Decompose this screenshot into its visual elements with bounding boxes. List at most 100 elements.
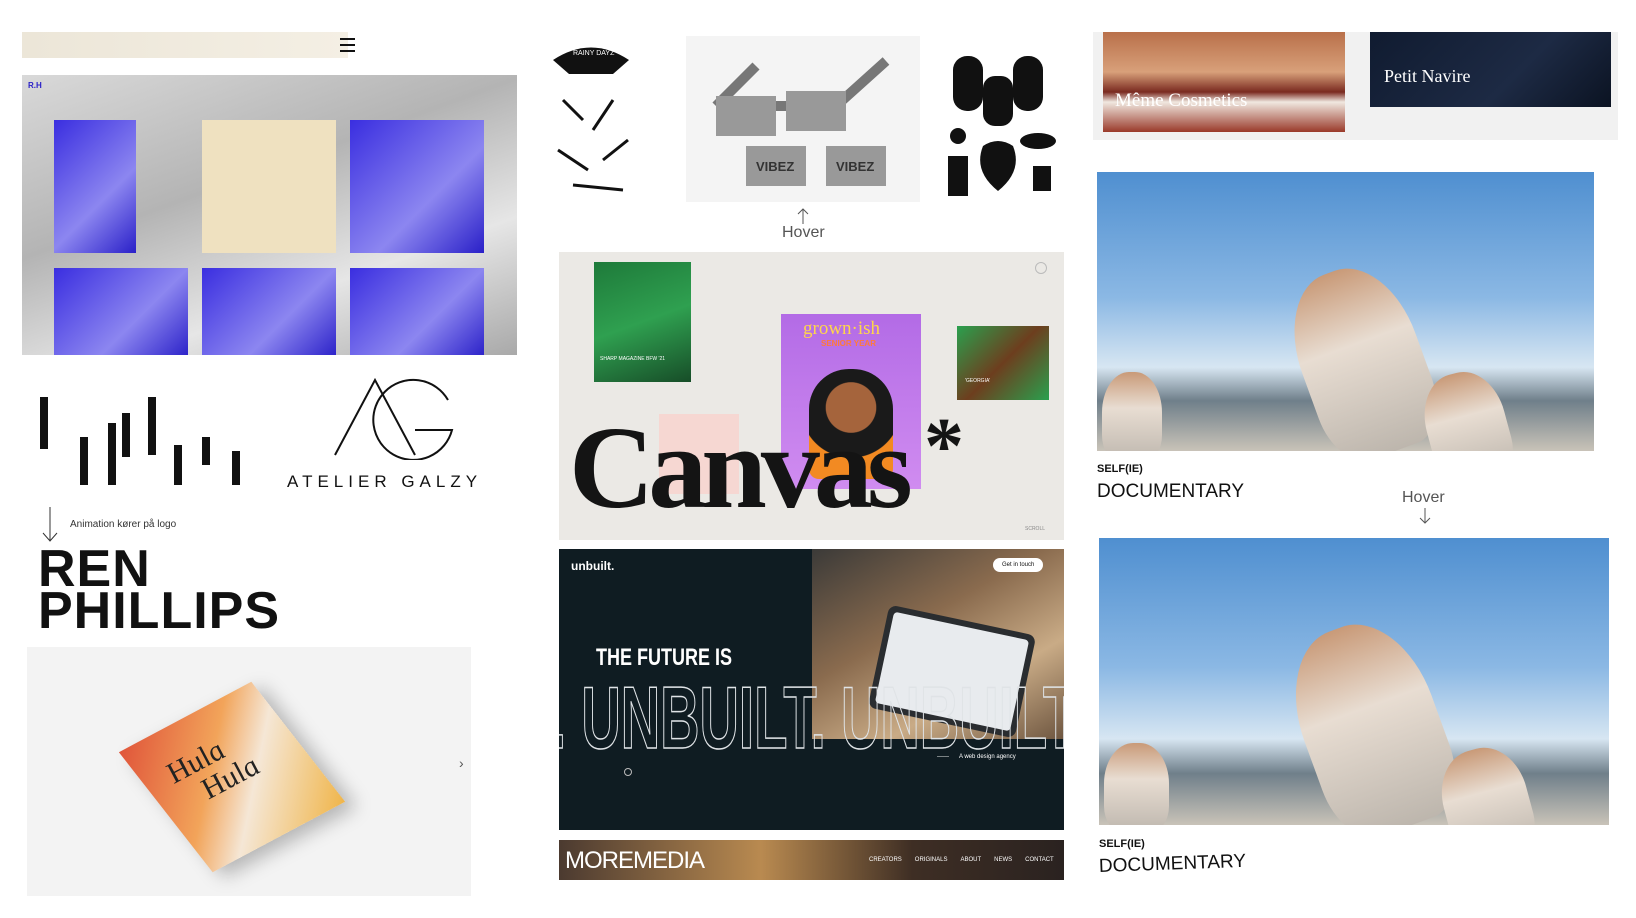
next-arrow[interactable]: ›: [459, 755, 464, 771]
ren-phillips: REN PHILLIPS: [38, 540, 281, 640]
decoration: [716, 96, 776, 136]
decoration: [334, 377, 416, 456]
tagline: A web design agency: [959, 754, 1016, 760]
decoration: [948, 156, 968, 196]
character: [809, 369, 893, 479]
cover: SHARP MAGAZINE BFW '21: [594, 262, 691, 382]
card-label: SELF(IE): [1099, 838, 1145, 850]
moremedia-site: MOREMEDIA CREATORS ORIGINALS ABOUT NEWS …: [559, 840, 1064, 880]
documentary-photo[interactable]: [1097, 172, 1594, 451]
poster-sub: SENIOR YEAR: [821, 339, 876, 348]
decoration: [40, 397, 48, 449]
menu-icon[interactable]: [340, 38, 355, 52]
brochure: Hula Hula: [118, 681, 346, 873]
project-title: Même Cosmetics: [1115, 90, 1248, 111]
ag-logo: [334, 377, 454, 460]
scroll-label[interactable]: SCROLL: [1025, 526, 1046, 532]
cta-button[interactable]: Get in touch: [993, 558, 1044, 572]
decoration: [80, 437, 88, 485]
moremedia-logo: MOREMEDIA: [565, 847, 705, 874]
vibez-label: VIBEZ: [836, 159, 875, 174]
decoration: [148, 397, 156, 455]
word: REN: [38, 540, 151, 598]
projects-strip: Même Cosmetics Petit Navire: [1093, 32, 1618, 140]
decoration: [1033, 166, 1051, 191]
decoration: [826, 146, 886, 186]
decoration: [202, 437, 210, 465]
tile: [202, 268, 336, 355]
poster: grown·ish SENIOR YEAR: [781, 314, 921, 489]
decoration: [340, 38, 355, 40]
nav-link[interactable]: CONTACT: [1025, 857, 1054, 863]
rainy-label: RAINY DAYZ: [573, 50, 615, 57]
decoration: [372, 378, 454, 460]
unbuilt-site: unbuilt. Get in touch THE FUTURE IS . UN…: [559, 549, 1064, 830]
cover-caption: SHARP MAGAZINE BFW '21: [600, 356, 666, 362]
decoration: Hula Hula: [119, 682, 308, 824]
tile: [54, 120, 136, 253]
cover: [659, 414, 739, 494]
decoration: [1020, 133, 1056, 149]
card-title: DOCUMENTARY: [1098, 850, 1247, 877]
decoration: [340, 44, 355, 46]
decoration: [797, 208, 809, 224]
unbuilt-logo: unbuilt.: [571, 559, 615, 573]
card-label: SELF(IE): [1097, 463, 1143, 475]
project-card[interactable]: Même Cosmetics: [1103, 32, 1345, 132]
note: Animation kører på logo: [70, 519, 177, 530]
atelier-wordmark: ATELIER GALZY: [287, 472, 483, 491]
hula-panel: Hula Hula ›: [27, 647, 471, 896]
nav-link[interactable]: ABOUT: [960, 857, 982, 863]
nav: CREATORS ORIGINALS ABOUT NEWS CONTACT: [869, 857, 1054, 863]
nav-link[interactable]: ORIGINALS: [914, 857, 948, 863]
word: PHILLIPS: [38, 582, 281, 640]
decoration: [950, 128, 966, 144]
decoration: [980, 141, 1016, 191]
tile: [350, 268, 484, 355]
tile: [202, 120, 336, 253]
decoration: [557, 98, 629, 192]
decoration: [953, 56, 983, 111]
nav-link[interactable]: CREATORS: [869, 857, 902, 863]
decoration: [122, 413, 130, 457]
canvas-wordmark: Canvas: [569, 402, 913, 533]
project-title: Petit Navire: [1384, 66, 1471, 86]
decoration: [746, 146, 806, 186]
decoration: [553, 47, 629, 74]
decoration: [948, 56, 1056, 196]
cover-caption: 'GEORGIA': [965, 378, 991, 384]
marquee: . UNBUILT. UNBUILT. U: [559, 667, 1064, 768]
plus-button[interactable]: [1035, 262, 1047, 274]
canvas-site: SHARP MAGAZINE BFW '21 grown·ish SENIOR …: [559, 252, 1064, 540]
tile: [54, 268, 188, 355]
hover-label: Hover: [1402, 489, 1445, 506]
rh-site: R.H: [22, 75, 517, 355]
nav-link[interactable]: NEWS: [994, 857, 1013, 863]
card-title: DOCUMENTARY: [1097, 481, 1245, 502]
decoration: [40, 397, 240, 485]
documentary-photo[interactable]: [1099, 538, 1609, 825]
project-card[interactable]: Petit Navire: [1370, 32, 1611, 107]
decoration: [983, 76, 1013, 126]
decoration: [786, 91, 846, 131]
arrow-down: [1419, 508, 1431, 524]
vibez-illustration: VIBEZ VIBEZ: [686, 36, 920, 202]
decoration: [42, 507, 58, 542]
decoration: [108, 423, 116, 485]
decoration: [553, 47, 629, 192]
cover: 'GEORGIA': [957, 326, 1049, 400]
canvas-star: *: [924, 403, 964, 491]
decoration: [1013, 56, 1043, 111]
headline: THE FUTURE IS: [596, 644, 733, 671]
scroll-dot: [624, 768, 632, 776]
decoration: [712, 57, 890, 186]
hover-label: Hover: [782, 224, 825, 241]
arrow-down: [42, 507, 58, 542]
bars-logo: [40, 397, 240, 485]
decoration: [1419, 508, 1431, 524]
tagline-rule: ——: [937, 754, 949, 760]
poster-title: grown·ish: [803, 318, 881, 339]
faces-illustration: [948, 56, 1056, 196]
decoration: [557, 98, 629, 192]
rainy-illustration: RAINY DAYZ: [543, 40, 640, 200]
